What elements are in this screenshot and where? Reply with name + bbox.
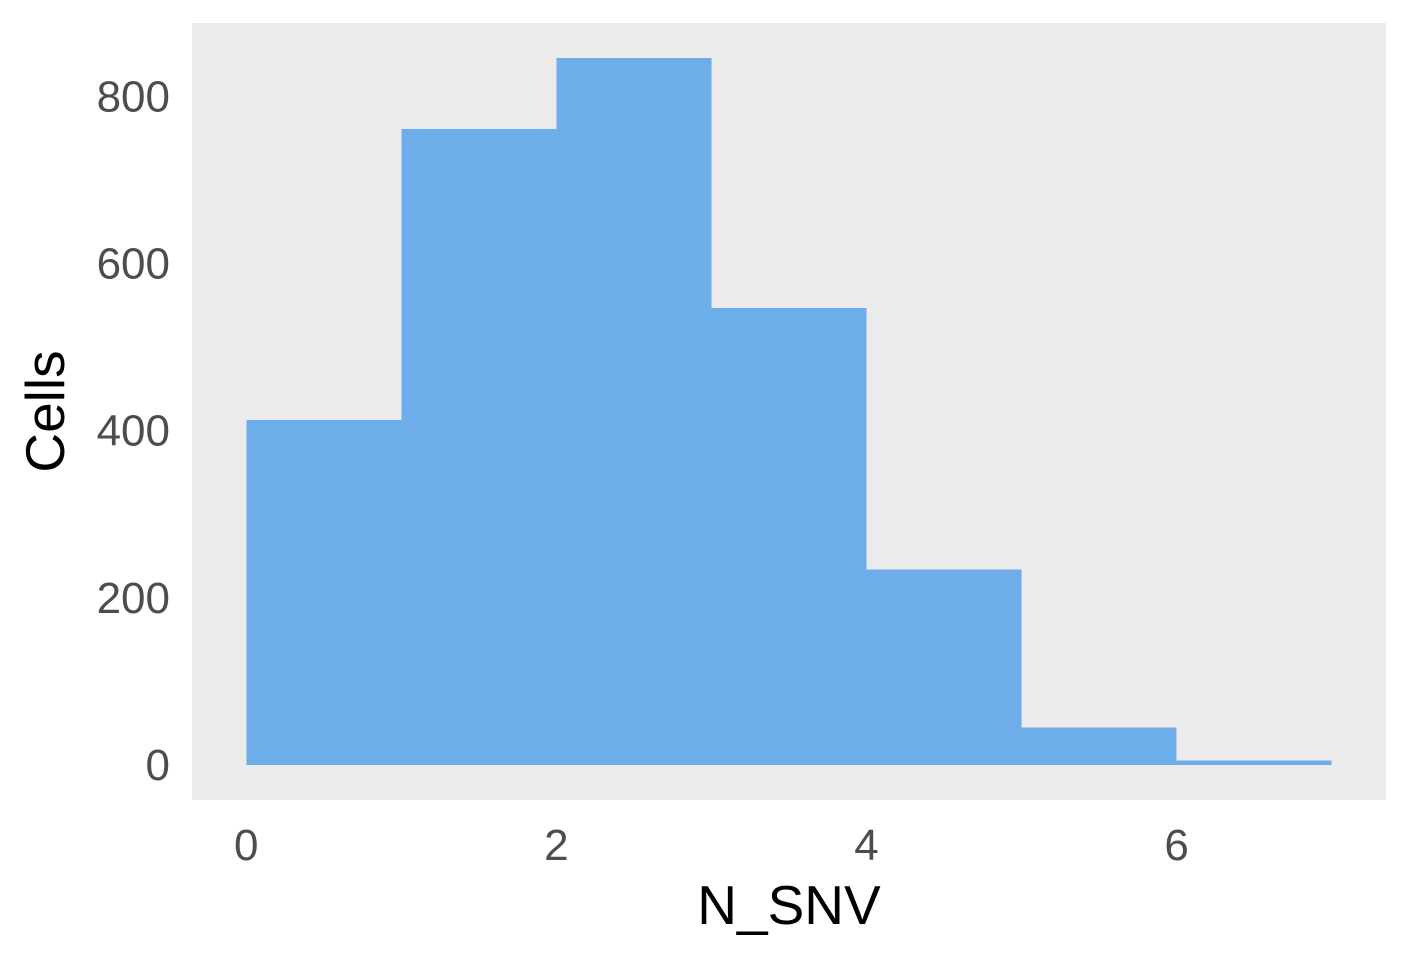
histogram-bar-0 [246,419,402,765]
y-axis-title: Cells [14,350,76,472]
histogram-bar-3 [711,307,867,765]
histogram-bar-4 [866,569,1022,765]
x-tick-label: 0 [234,821,258,870]
y-tick-label: 200 [97,574,170,623]
x-tick-label: 4 [854,821,878,870]
bars-group [246,58,1332,765]
x-axis-ticks: 0 2 4 6 [234,821,1189,870]
x-tick-label: 2 [544,821,568,870]
y-tick-label: 800 [97,73,170,122]
x-axis-title: N_SNV [697,874,881,936]
histogram-bar-1 [401,129,557,765]
y-tick-label: 600 [97,240,170,289]
histogram-bar-6 [1176,760,1332,765]
histogram-bar-2 [556,58,712,765]
x-tick-label: 6 [1164,821,1188,870]
histogram-bar-5 [1021,727,1177,765]
y-axis-ticks: 0 200 400 600 800 [97,73,170,790]
y-tick-label: 400 [97,407,170,456]
y-tick-label: 0 [146,741,170,790]
